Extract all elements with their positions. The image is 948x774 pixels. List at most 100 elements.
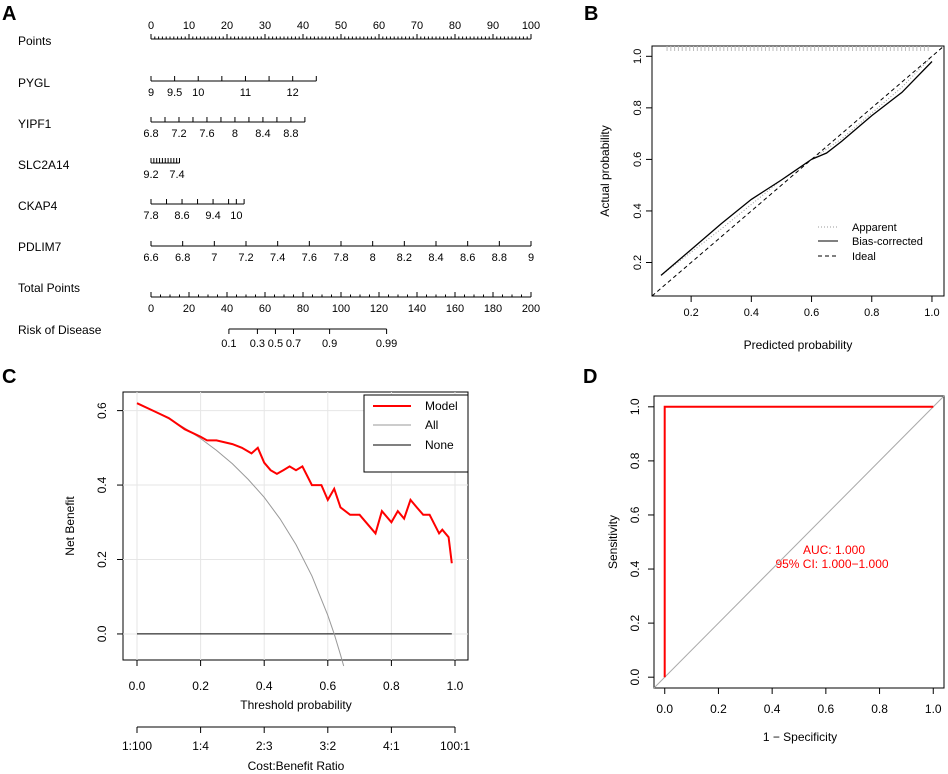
points-tick-label: 100 (522, 20, 540, 32)
slc2a14-label: SLC2A14 (18, 158, 70, 172)
points-tick-label: 70 (411, 20, 423, 32)
legend-bias: Bias-corrected (852, 236, 923, 248)
predictor-tick-label: 7.6 (199, 128, 214, 140)
points-tick-label: 30 (259, 20, 271, 32)
dca-x-tick-label: 0.0 (129, 679, 146, 693)
panel-c: C Threshold probability Cost:Benefit Rat… (2, 366, 470, 773)
calibration-y-tick-label: 0.4 (632, 203, 644, 218)
calibration-y-tick-label: 1.0 (632, 49, 644, 64)
roc-x-tick-label: 0.8 (871, 702, 888, 716)
predictor-tick-label: 7.8 (143, 210, 158, 222)
predictor-tick-label: 6.6 (143, 252, 158, 264)
dca-x2-tick-label: 1:100 (122, 739, 152, 753)
roc-reference-line (653, 395, 945, 689)
legend-model: Model (425, 399, 458, 413)
calibration-bias-corrected-line (660, 61, 933, 276)
calibration-legend: Apparent Bias-corrected Ideal (818, 222, 923, 263)
dca-legend-box (363, 394, 469, 473)
roc-y-tick-label: 0.4 (628, 560, 642, 577)
risk-tick-label: 0.7 (286, 338, 301, 350)
dca-x-tick-label: 0.4 (256, 679, 273, 693)
roc-curve-line (663, 405, 934, 678)
dca-x2-tick-label: 100:1 (440, 739, 470, 753)
total-points-tick-label: 80 (297, 303, 309, 315)
calibration-x-tick-label: 0.8 (864, 307, 879, 319)
points-tick-label: 60 (373, 20, 385, 32)
panel-a-letter: A (2, 3, 16, 25)
predictor-tick-label: 7.6 (302, 252, 317, 264)
panel-d: D 1 − Specificity Sensitivity AUC: 1.000… (583, 366, 945, 744)
risk-tick-label: 0.5 (268, 338, 283, 350)
total-points-tick-label: 160 (446, 303, 464, 315)
risk-tick-label: 0.1 (221, 338, 236, 350)
panel-c-letter: C (2, 366, 16, 388)
dca-x-tick-label: 0.8 (383, 679, 400, 693)
panel-b: B Predicted probability Actual probabili… (584, 3, 945, 352)
predictor-tick-label: 8.4 (428, 252, 443, 264)
panel-b-letter: B (584, 3, 598, 25)
dca-plot-box (122, 391, 469, 661)
predictor-tick-label: 9 (148, 87, 154, 99)
calibration-x-tick-label: 0.6 (804, 307, 819, 319)
pdlim7-label: PDLIM7 (18, 240, 62, 254)
roc-x-tick-label: 0.2 (710, 702, 727, 716)
risk-tick-label: 0.9 (322, 338, 337, 350)
predictor-tick-label: 7.4 (270, 252, 285, 264)
dca-model-line (136, 402, 453, 564)
predictor-tick-label: 8 (232, 128, 238, 140)
roc-marks: 0.0 0.2 0.4 0.6 0.8 1.0 0.0 0.2 0.4 0.6 0.8 1.0 (628, 395, 945, 716)
dca-y-tick-label: 0.6 (95, 402, 109, 419)
risk-label: Risk of Disease (18, 323, 102, 337)
total-points-label: Total Points (18, 281, 80, 295)
dca-all-line (136, 402, 345, 667)
dca-xlabel: Threshold probability (240, 698, 351, 712)
roc-x-tick-label: 0.6 (818, 702, 835, 716)
predictor-tick-label: 7.4 (169, 169, 184, 181)
predictor-tick-label: 6.8 (143, 128, 158, 140)
roc-ylabel: Sensitivity (606, 515, 620, 569)
predictor-tick-label: 8.6 (174, 210, 189, 222)
panel-a: A Points PYGL YIPF1 SLC2A14 CKAP4 PDLIM7… (2, 3, 540, 350)
total-points-tick-label: 0 (148, 303, 154, 315)
total-points-tick-label: 20 (183, 303, 195, 315)
risk-tick-label: 0.3 (250, 338, 265, 350)
calibration-y-tick-label: 0.6 (632, 152, 644, 167)
points-tick-label: 80 (449, 20, 461, 32)
predictor-tick-label: 7.2 (238, 252, 253, 264)
legend-all: All (425, 418, 438, 432)
calibration-plot-box (651, 45, 945, 297)
predictor-tick-label: 8.6 (460, 252, 475, 264)
points-label: Points (18, 34, 51, 48)
predictor-tick-label: 11 (240, 87, 251, 99)
roc-x-tick-label: 1.0 (925, 702, 942, 716)
dca-y-tick-label: 0.4 (95, 476, 109, 493)
dca-ylabel: Net Benefit (63, 496, 77, 556)
roc-ci-label: 95% CI: 1.000−1.000 (775, 557, 888, 571)
predictor-tick-label: 9.5 (167, 87, 182, 99)
roc-auc-label: AUC: 1.000 (803, 543, 865, 557)
predictor-tick-label: 8.8 (283, 128, 298, 140)
predictor-tick-label: 7.2 (171, 128, 186, 140)
predictor-tick-label: 8.2 (397, 252, 412, 264)
dca-x-tick-label: 1.0 (447, 679, 464, 693)
total-points-tick-label: 120 (370, 303, 388, 315)
predictor-tick-label: 9.2 (143, 169, 158, 181)
roc-y-tick-label: 0.8 (628, 452, 642, 469)
legend-ideal: Ideal (852, 251, 876, 263)
ckap4-label: CKAP4 (18, 199, 58, 213)
dca-x2-tick-label: 2:3 (256, 739, 273, 753)
calibration-y-tick-label: 0.8 (632, 100, 644, 115)
predictor-tick-label: 8.8 (492, 252, 507, 264)
dca-x2-tick-label: 3:2 (319, 739, 336, 753)
calibration-x-tick-label: 0.4 (744, 307, 759, 319)
points-tick-label: 40 (297, 20, 309, 32)
pygl-label: PYGL (18, 76, 50, 90)
dca-x2-tick-label: 1:4 (192, 739, 209, 753)
roc-y-tick-label: 0.6 (628, 506, 642, 523)
points-tick-label: 50 (335, 20, 347, 32)
predictor-tick-label: 12 (287, 87, 299, 99)
dca-x2label: Cost:Benefit Ratio (248, 759, 345, 773)
predictor-tick-label: 7.8 (333, 252, 348, 264)
